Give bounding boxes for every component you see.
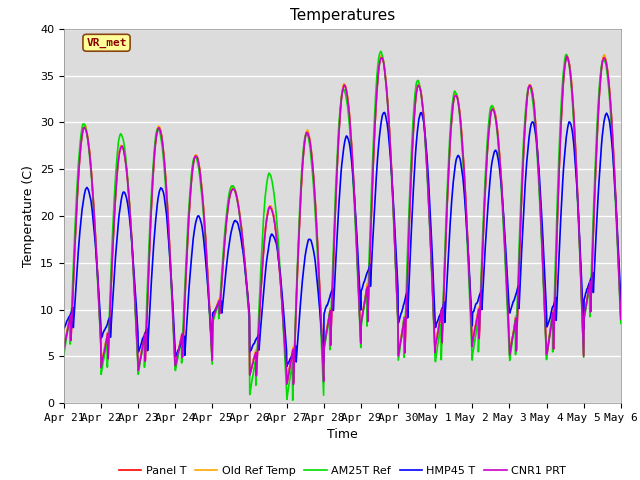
HMP45 T xyxy=(170,329,178,335)
Line: CNR1 PRT: CNR1 PRT xyxy=(64,57,621,384)
CNR1 PRT xyxy=(60,345,68,350)
Title: Temperatures: Temperatures xyxy=(290,9,395,24)
Old Ref Temp xyxy=(60,342,68,348)
HMP45 T xyxy=(60,325,68,331)
AM25T Ref xyxy=(184,223,191,228)
Panel T xyxy=(170,343,178,348)
Panel T xyxy=(502,270,510,276)
X-axis label: Time: Time xyxy=(327,429,358,442)
CNR1 PRT xyxy=(429,301,437,307)
Panel T xyxy=(184,234,191,240)
HMP45 T xyxy=(617,297,625,303)
CNR1 PRT xyxy=(290,382,298,387)
Panel T xyxy=(246,371,254,376)
HMP45 T xyxy=(184,305,191,311)
HMP45 T xyxy=(246,348,254,354)
Panel T xyxy=(617,315,625,321)
Line: Old Ref Temp: Old Ref Temp xyxy=(64,55,621,383)
CNR1 PRT xyxy=(246,371,254,376)
CNR1 PRT xyxy=(502,263,509,269)
Old Ref Temp xyxy=(283,380,291,386)
HMP45 T xyxy=(381,109,388,115)
HMP45 T xyxy=(429,282,437,288)
Legend: Panel T, Old Ref Temp, AM25T Ref, HMP45 T, CNR1 PRT: Panel T, Old Ref Temp, AM25T Ref, HMP45 … xyxy=(115,461,570,480)
Old Ref Temp xyxy=(429,301,437,307)
AM25T Ref xyxy=(429,316,437,322)
HMP45 T xyxy=(502,255,510,261)
Old Ref Temp xyxy=(551,292,559,298)
Old Ref Temp xyxy=(617,315,625,321)
HMP45 T xyxy=(283,363,291,369)
Line: HMP45 T: HMP45 T xyxy=(64,112,621,366)
AM25T Ref xyxy=(377,48,385,54)
AM25T Ref xyxy=(617,321,625,326)
Line: AM25T Ref: AM25T Ref xyxy=(64,51,621,400)
CNR1 PRT xyxy=(184,233,191,239)
HMP45 T xyxy=(552,296,559,301)
AM25T Ref xyxy=(246,390,254,396)
Panel T xyxy=(378,53,385,59)
Panel T xyxy=(283,381,291,387)
Y-axis label: Temperature (C): Temperature (C) xyxy=(22,165,35,267)
Panel T xyxy=(552,280,559,286)
AM25T Ref xyxy=(502,284,510,289)
Old Ref Temp xyxy=(600,52,608,58)
AM25T Ref xyxy=(289,397,296,403)
Old Ref Temp xyxy=(170,342,178,348)
CNR1 PRT xyxy=(170,343,178,349)
AM25T Ref xyxy=(552,256,559,262)
Text: VR_met: VR_met xyxy=(86,37,127,48)
CNR1 PRT xyxy=(617,316,625,322)
CNR1 PRT xyxy=(551,294,559,300)
Panel T xyxy=(60,344,68,349)
Old Ref Temp xyxy=(246,370,254,376)
AM25T Ref xyxy=(60,351,68,357)
Old Ref Temp xyxy=(502,261,509,267)
CNR1 PRT xyxy=(563,54,571,60)
Old Ref Temp xyxy=(184,231,191,237)
AM25T Ref xyxy=(170,349,178,355)
Panel T xyxy=(429,310,437,316)
Line: Panel T: Panel T xyxy=(64,56,621,384)
